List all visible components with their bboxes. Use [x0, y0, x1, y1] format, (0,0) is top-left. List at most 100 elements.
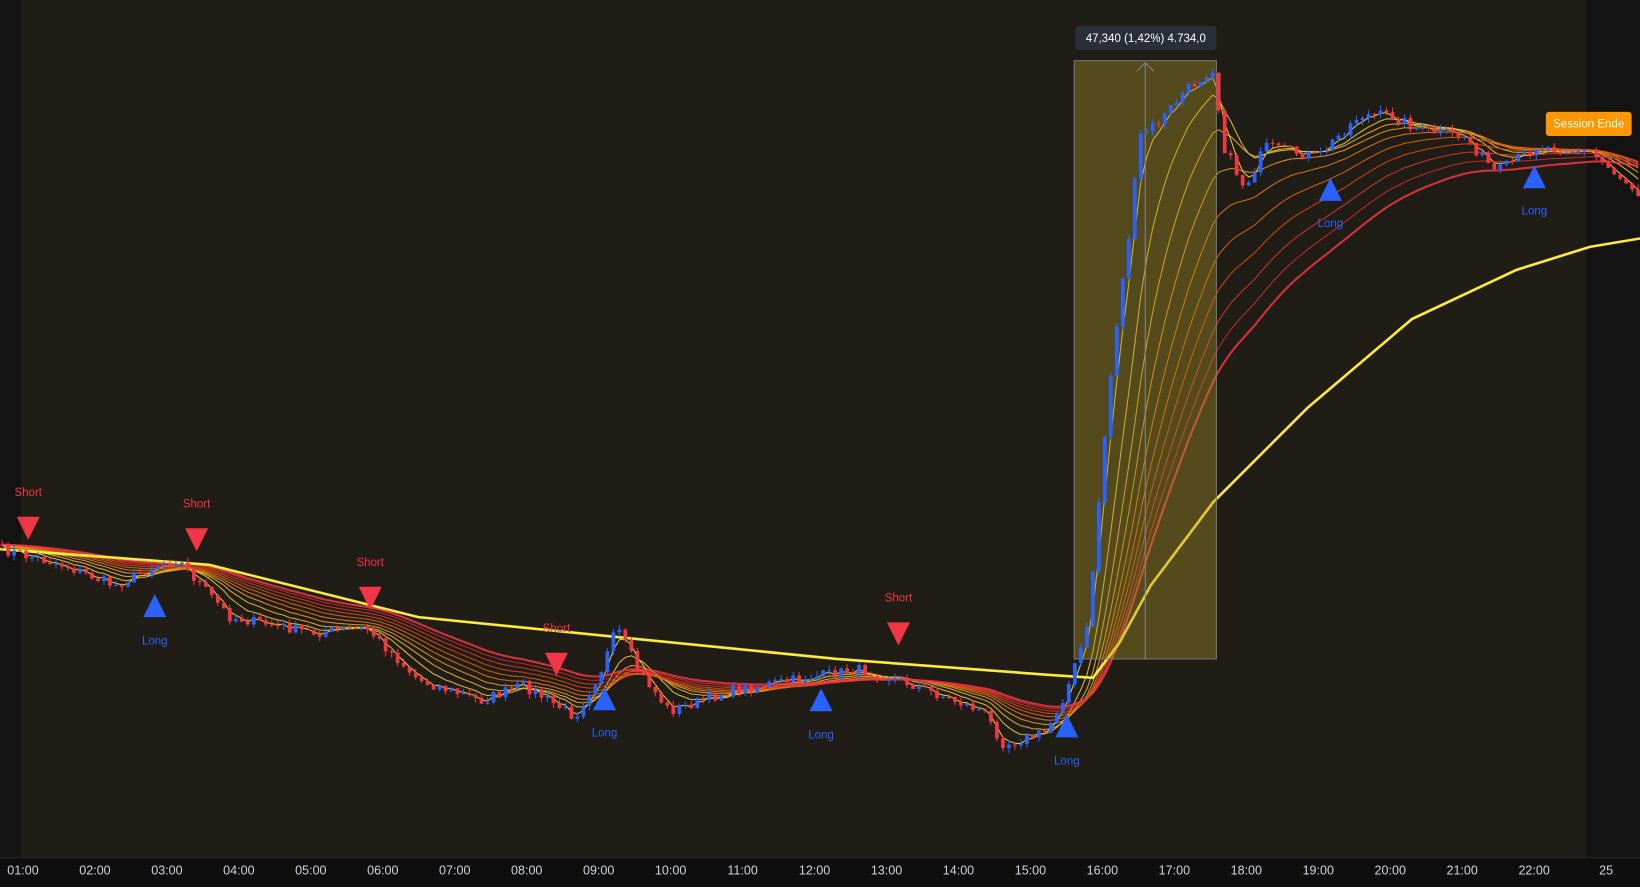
candle-body	[1396, 118, 1401, 124]
candle-body	[1378, 110, 1383, 115]
candle-body	[293, 624, 298, 633]
candle-body	[425, 681, 430, 685]
candle-body	[953, 696, 957, 702]
candle-body	[1108, 376, 1113, 437]
long-marker	[809, 688, 833, 712]
measure-label-box	[1075, 26, 1217, 51]
candle-body	[947, 696, 951, 698]
candle-body	[419, 677, 424, 682]
candle-body	[203, 582, 208, 587]
candle-body	[665, 702, 670, 706]
signal-label: Long	[592, 727, 618, 739]
candle-body	[455, 688, 460, 694]
candle-body	[989, 710, 993, 722]
candle-body	[1312, 151, 1317, 153]
candle-body	[66, 566, 70, 569]
signal-label: Short	[885, 592, 913, 604]
candle-body	[1606, 161, 1611, 168]
candle-body	[389, 651, 394, 653]
candle-body	[1588, 149, 1593, 152]
candle-body	[78, 569, 82, 573]
candle-body	[1318, 151, 1323, 153]
candle-body	[899, 677, 903, 679]
candle-body	[1408, 118, 1413, 130]
signal-label: Long	[1318, 218, 1344, 230]
ribbon-line	[2, 151, 1639, 712]
candle-body	[515, 683, 520, 689]
candle-body	[1432, 128, 1437, 134]
time-label: 03:00	[151, 863, 182, 877]
time-label: 16:00	[1087, 863, 1118, 877]
candle-body	[659, 692, 664, 703]
candle-body	[174, 564, 178, 566]
candle-body	[1624, 178, 1629, 184]
candle-body	[281, 623, 286, 626]
candle-body	[1402, 118, 1407, 124]
candle-body	[191, 568, 196, 581]
candle-body	[1330, 139, 1335, 151]
candle-body	[1594, 151, 1599, 158]
candle-body	[857, 664, 861, 675]
candle-body	[407, 666, 412, 673]
candle-body	[467, 693, 472, 696]
candle-body	[1276, 143, 1281, 145]
candle-body	[299, 624, 304, 630]
candle-body	[1210, 72, 1215, 78]
candle-body	[1612, 167, 1617, 175]
candle-body	[749, 684, 754, 693]
candle-body	[1300, 153, 1305, 159]
session-background	[20, 0, 1587, 858]
candle-body	[1390, 112, 1395, 119]
candle-body	[1001, 738, 1005, 749]
candle-body	[1084, 626, 1089, 648]
candle-body	[1270, 142, 1275, 144]
candle-body	[275, 625, 280, 627]
candle-body	[401, 662, 406, 667]
candle-body	[227, 608, 232, 622]
candle-body	[1264, 142, 1269, 152]
candle-body	[623, 629, 628, 640]
candle-body	[329, 627, 334, 632]
candle-body	[180, 562, 184, 565]
candle-body	[539, 689, 544, 698]
candle-body	[1150, 123, 1155, 132]
candle-body	[755, 686, 760, 693]
candle-body	[1510, 160, 1515, 162]
candle-body	[1138, 133, 1143, 179]
long-average	[0, 237, 1640, 680]
candle-body	[72, 568, 76, 573]
candle-body	[18, 550, 22, 552]
candle-body	[1096, 502, 1101, 572]
signal-label: Short	[357, 557, 385, 569]
candle-body	[1054, 713, 1059, 723]
candle-body	[437, 685, 442, 690]
candle-body	[521, 681, 526, 684]
candle-body	[239, 618, 244, 622]
candle-body	[881, 679, 885, 681]
candle-body	[1360, 117, 1365, 121]
candle-body	[887, 680, 891, 682]
candle-body	[1618, 174, 1623, 179]
candle-body	[917, 686, 921, 689]
candle-body	[1126, 238, 1131, 279]
candle-body	[317, 634, 322, 637]
candle-body	[1228, 153, 1233, 156]
candle-body	[1516, 154, 1521, 162]
candle-body	[713, 692, 718, 701]
candle-body	[1354, 120, 1359, 124]
candle-body	[1066, 684, 1071, 703]
candle-body	[719, 695, 724, 701]
candle-body	[815, 676, 820, 680]
time-label: 11:00	[727, 863, 757, 877]
candle-body	[377, 636, 382, 639]
candle-body	[1031, 734, 1035, 738]
time-label: 15:00	[1015, 863, 1046, 877]
candle-body	[162, 563, 166, 567]
candle-body	[1078, 647, 1083, 664]
candle-body	[1600, 157, 1605, 162]
ribbon-line	[1, 76, 1639, 745]
candle-body	[0, 544, 4, 546]
candle-body	[875, 676, 879, 680]
candle-body	[1414, 127, 1419, 130]
candle-body	[731, 685, 736, 697]
